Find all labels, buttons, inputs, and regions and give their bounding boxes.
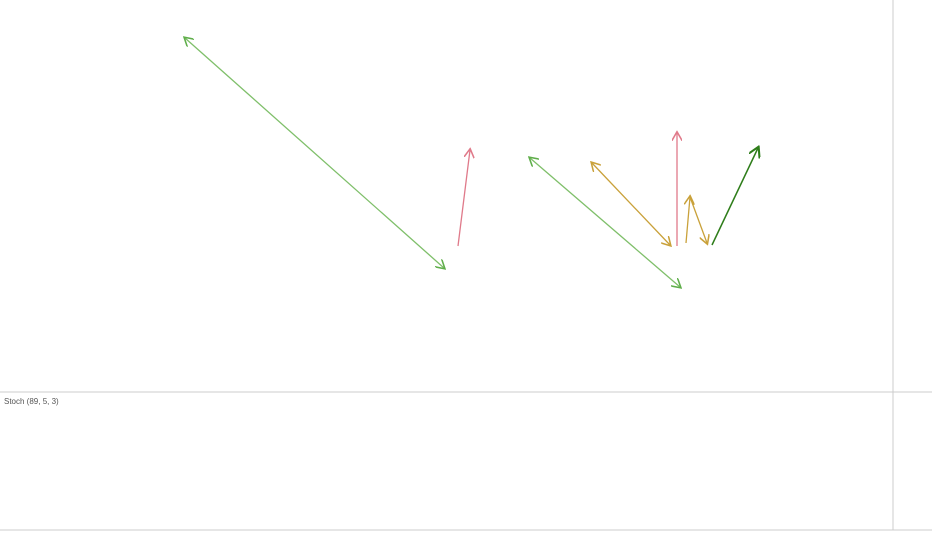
arrow [457,150,470,247]
arrow [711,148,758,246]
indicator-title: Stoch (89, 5, 3) [4,397,59,406]
price-axis [893,0,932,550]
arrow [686,197,690,244]
arrow [185,38,444,268]
arrow [592,163,670,245]
arrows [185,38,758,287]
arrow [689,196,707,243]
